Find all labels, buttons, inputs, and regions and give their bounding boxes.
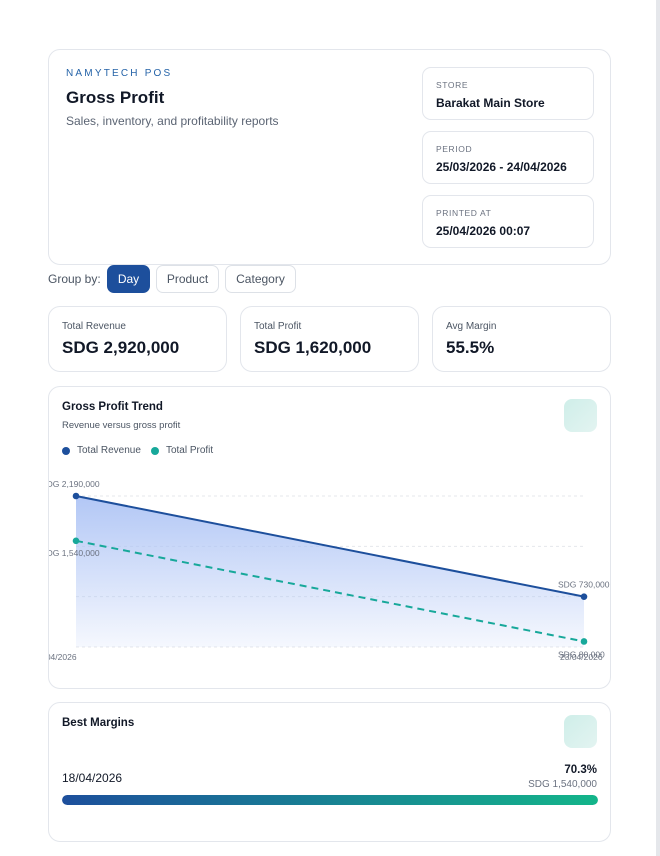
- total-profit-label: Total Profit: [254, 321, 302, 332]
- legend-item-revenue: Total Revenue: [62, 445, 141, 456]
- group-by-product-button[interactable]: Product: [156, 265, 219, 293]
- chart-icon: [564, 399, 597, 432]
- x-tick-label: 18/04/2026: [49, 652, 77, 662]
- printed-at-value: 25/04/2026 00:07: [436, 224, 531, 238]
- store-label: STORE: [436, 80, 469, 90]
- data-label: SDG 1,540,000: [49, 548, 100, 558]
- data-label: SDG 2,190,000: [49, 479, 100, 489]
- page-scrollbar[interactable]: [656, 0, 660, 856]
- period-value: 25/03/2026 - 24/04/2026: [436, 160, 567, 174]
- total-profit-value: SDG 1,620,000: [254, 338, 372, 357]
- data-point-profit: [580, 638, 588, 645]
- chart-icon: [564, 715, 597, 748]
- best-margin-bar-fill: [62, 795, 598, 805]
- legend-label-profit: Total Profit: [165, 445, 214, 456]
- legend-label-revenue: Total Revenue: [77, 445, 141, 456]
- avg-margin-card: Avg Margin 55.5%: [432, 306, 611, 372]
- group-by-category-button[interactable]: Category: [225, 265, 296, 293]
- best-margin-amount: SDG 1,540,000: [528, 779, 597, 790]
- total-revenue-value: SDG 2,920,000: [62, 338, 180, 357]
- best-margins-card: Best Margins 18/04/2026 70.3% SDG 1,540,…: [48, 702, 611, 842]
- period-label: PERIOD: [436, 144, 473, 154]
- total-revenue-card: Total Revenue SDG 2,920,000: [48, 306, 227, 372]
- data-point-revenue: [580, 593, 588, 600]
- data-point-profit: [72, 537, 80, 545]
- total-profit-card: Total Profit SDG 1,620,000: [240, 306, 419, 372]
- store-value: Barakat Main Store: [436, 96, 545, 110]
- total-revenue-label: Total Revenue: [62, 321, 126, 332]
- data-label: SDG 730,000: [558, 580, 610, 590]
- trend-title: Gross Profit Trend: [62, 401, 163, 413]
- avg-margin-label: Avg Margin: [446, 321, 497, 332]
- avg-margin-value: 55.5%: [446, 338, 495, 357]
- series-line-profit: [75, 539, 585, 643]
- legend-dot-profit: [150, 446, 159, 455]
- best-margin-bar: [62, 795, 598, 805]
- page-subtitle: Sales, inventory, and profitability repo…: [66, 114, 279, 128]
- report-header-card: NAMYTECH POS Gross Profit Sales, invento…: [48, 49, 611, 265]
- best-margin-percent: 70.3%: [564, 764, 597, 776]
- group-by-day-button[interactable]: Day: [107, 265, 150, 293]
- period-meta: PERIOD 25/03/2026 - 24/04/2026: [422, 131, 594, 184]
- group-by-label: Group by:: [48, 272, 101, 286]
- page-title: Gross Profit: [66, 88, 165, 107]
- x-tick-label: 23/04/2026: [560, 652, 603, 662]
- printed-at-label: PRINTED AT: [436, 208, 492, 218]
- printed-at-meta: PRINTED AT 25/04/2026 00:07: [422, 195, 594, 248]
- legend-dot-revenue: [62, 446, 70, 455]
- revenue-area: [76, 496, 584, 647]
- brand-name: NAMYTECH POS: [66, 68, 173, 79]
- best-margin-date: 18/04/2026: [62, 771, 123, 785]
- legend-item-profit: Total Profit: [150, 445, 214, 456]
- gross-profit-trend-card: SDG 2,190,000 SDG 1,540,000 SDG 730,000 SDG…: [48, 386, 611, 689]
- data-point-revenue: [72, 492, 80, 500]
- data-label: SDG 80,000: [558, 649, 605, 659]
- trend-chart: SDG 2,190,000 SDG 1,540,000 SDG 730,000 SDG…: [49, 479, 610, 662]
- series-line-revenue: [75, 495, 585, 598]
- store-meta: STORE Barakat Main Store: [422, 67, 594, 120]
- trend-subtitle: Revenue versus gross profit: [62, 420, 181, 431]
- best-margins-title: Best Margins: [62, 717, 135, 729]
- chart-legend: Total Revenue Total Profit: [62, 445, 223, 456]
